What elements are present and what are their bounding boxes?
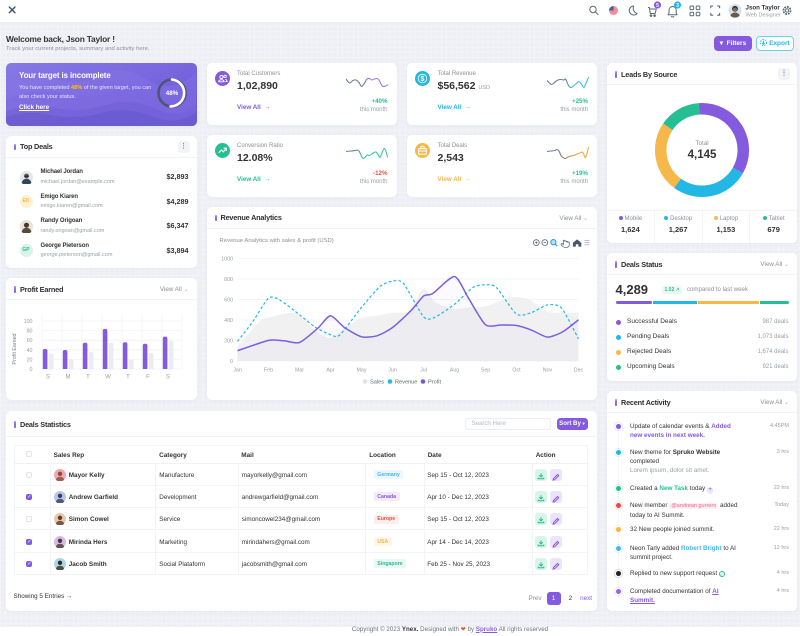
svg-text:48%: 48% (166, 90, 179, 97)
svg-text:20: 20 (27, 357, 33, 363)
svg-text:Jul: Jul (420, 367, 427, 373)
svg-text:Aug: Aug (449, 367, 458, 373)
svg-text:Jan: Jan (233, 367, 242, 373)
svg-text:S: S (46, 375, 50, 381)
svg-text:0: 0 (30, 367, 33, 373)
svg-text:Oct: Oct (512, 367, 521, 373)
svg-text:Profit Earned: Profit Earned (12, 333, 18, 364)
svg-text:Revenue: Revenue (395, 379, 417, 385)
svg-text:Dec: Dec (573, 367, 583, 373)
svg-text:60: 60 (27, 338, 33, 344)
svg-text:5: 5 (656, 3, 659, 9)
svg-text:S: S (166, 375, 170, 381)
svg-text:Feb: Feb (263, 367, 272, 373)
svg-text:800: 800 (224, 277, 233, 283)
svg-text:100: 100 (24, 319, 33, 325)
svg-text:W: W (105, 375, 111, 381)
svg-text:F: F (146, 375, 150, 381)
svg-text:600: 600 (224, 297, 233, 303)
svg-text:M: M (66, 375, 71, 381)
svg-text:May: May (356, 367, 366, 373)
svg-text:Sales: Sales (370, 379, 384, 385)
svg-text:T: T (126, 375, 130, 381)
svg-text:Web Designer: Web Designer (746, 13, 781, 19)
svg-text:Nov: Nov (542, 367, 552, 373)
svg-text:1000: 1000 (221, 256, 233, 262)
svg-text:40: 40 (27, 348, 33, 354)
svg-text:3: 3 (676, 3, 679, 9)
svg-text:Profit: Profit (428, 379, 442, 385)
svg-text:$: $ (421, 76, 425, 83)
svg-text:Mar: Mar (294, 367, 303, 373)
svg-text:Apr: Apr (326, 367, 334, 373)
svg-text:Sep: Sep (480, 367, 489, 373)
svg-text:200: 200 (224, 338, 233, 344)
svg-text:400: 400 (224, 318, 233, 324)
svg-text:Jun: Jun (388, 367, 397, 373)
svg-text:T: T (86, 375, 90, 381)
svg-text:Json Taylor: Json Taylor (746, 5, 781, 12)
svg-text:0: 0 (230, 359, 233, 365)
svg-text:80: 80 (27, 329, 33, 335)
